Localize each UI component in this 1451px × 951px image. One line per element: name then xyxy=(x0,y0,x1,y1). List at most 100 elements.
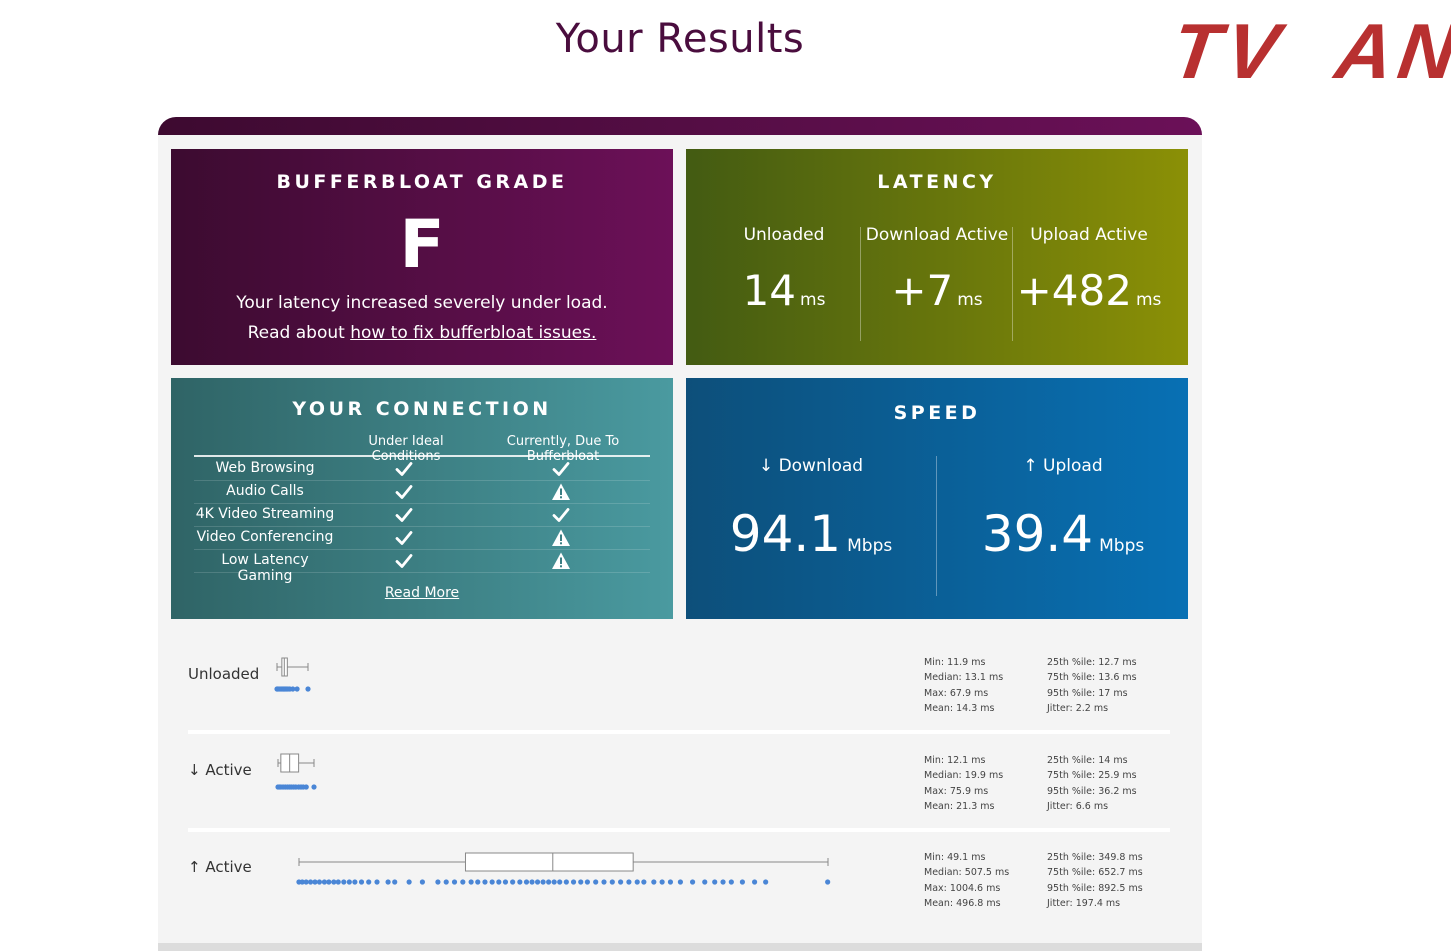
latency-sample-point xyxy=(290,686,296,692)
latency-sample-point xyxy=(443,879,449,885)
download-unit: Mbps xyxy=(847,536,893,556)
latency-sample-point xyxy=(563,879,569,885)
latency-upload-label: Upload Active xyxy=(1030,225,1148,245)
panel-bottom-bar xyxy=(158,943,1202,951)
connection-use-case: Video Conferencing xyxy=(196,529,334,545)
latency-sample-point xyxy=(634,879,640,885)
stat-jitter: Jitter: 2.2 ms xyxy=(1047,702,1109,714)
check-icon xyxy=(394,551,414,571)
stat-median: Median: 507.5 ms xyxy=(924,867,1010,879)
latency-download-active: Download Active +7 ms xyxy=(861,225,1013,341)
latency-sample-point xyxy=(346,879,352,885)
connection-header-rule xyxy=(194,455,650,457)
fix-bufferbloat-link[interactable]: how to fix bufferbloat issues. xyxy=(350,323,597,343)
latency-sample-point xyxy=(601,879,607,885)
latency-sample-point xyxy=(496,879,502,885)
latency-sample-point xyxy=(551,879,557,885)
latency-sample-point xyxy=(451,879,458,885)
latency-sample-point xyxy=(303,879,309,885)
warning-icon xyxy=(551,551,571,571)
latency-sample-point xyxy=(593,879,599,885)
latency-sample-point xyxy=(305,686,311,692)
latency-sample-point xyxy=(534,879,541,885)
latency-card: LATENCY Unloaded 14 ms Download Active +7… xyxy=(686,149,1188,365)
latency-divider xyxy=(1012,227,1013,341)
latency-sample-point xyxy=(358,879,365,885)
latency-sample-point xyxy=(326,879,332,885)
grade-read-about: Read about how to fix bufferbloat issues… xyxy=(171,323,673,343)
latency-sample-point xyxy=(609,879,615,885)
stat-p25: 25th %ile: 12.7 ms xyxy=(1047,657,1137,668)
speed-title: SPEED xyxy=(893,402,981,424)
connection-use-case: Web Browsing xyxy=(215,460,315,476)
upload-unit: Mbps xyxy=(1099,536,1145,556)
latency-sample-point xyxy=(303,784,309,790)
latency-sample-point xyxy=(502,879,509,885)
latency-sample-point xyxy=(570,879,577,885)
connection-row: Video Conferencing xyxy=(194,527,650,550)
latency-sample-point xyxy=(618,879,624,885)
latency-sample-point xyxy=(299,879,305,885)
stat-jitter: Jitter: 6.6 ms xyxy=(1047,800,1109,812)
panel-top-bar xyxy=(158,117,1202,135)
iqr-box xyxy=(464,852,634,872)
latency-upload-unit: ms xyxy=(1135,290,1162,310)
download-label: ↓ Download xyxy=(758,456,864,476)
stat-max: Max: 67.9 ms xyxy=(924,687,989,699)
latency-sample-point xyxy=(316,879,323,885)
latency-sample-point xyxy=(392,879,398,885)
connection-row: Web Browsing xyxy=(194,458,650,481)
stat-p75: 75th %ile: 25.9 ms xyxy=(1047,770,1137,782)
latency-sample-point xyxy=(720,879,726,885)
stat-p75: 75th %ile: 13.6 ms xyxy=(1047,672,1137,684)
latency-sample-point xyxy=(523,879,530,885)
latency-sample-point xyxy=(331,879,337,885)
check-icon xyxy=(394,528,414,548)
latency-sample-point xyxy=(702,879,708,885)
latency-sample-point xyxy=(626,879,632,885)
latency-sample-point xyxy=(352,879,358,885)
upload-active-latency-boxplot xyxy=(296,852,831,885)
stat-p95: 95th %ile: 36.2 ms xyxy=(1047,785,1137,797)
stats-unloaded-right: 25th %ile: 12.7 ms 75th %ile: 13.6 ms 95… xyxy=(1047,655,1137,716)
stats-upload-right: 25th %ile: 349.8 ms 75th %ile: 652.7 ms … xyxy=(1047,850,1143,911)
stats-row-unloaded: Unloaded Min: 11.9 ms Median: 13.1 ms Ma… xyxy=(188,647,1170,743)
speed-card: SPEED ↓ Download 94.1 Mbps ↑ Upload 39.4 M… xyxy=(686,378,1188,619)
read-more-link[interactable]: Read More xyxy=(384,585,460,601)
grade-letter: F xyxy=(399,206,445,283)
stats-divider xyxy=(188,828,1170,832)
warning-icon xyxy=(551,528,571,548)
latency-unloaded: Unloaded 14 ms xyxy=(708,225,860,341)
check-icon xyxy=(394,505,414,525)
stat-max: Max: 1004.6 ms xyxy=(924,882,1001,894)
latency-upload-active: Upload Active +482 ms xyxy=(1013,225,1165,341)
results-panel: BUFFERBLOAT GRADE F Your latency increas… xyxy=(158,117,1202,951)
latency-sample-point xyxy=(482,879,488,885)
latency-sample-point xyxy=(578,879,584,885)
latency-download-unit: ms xyxy=(957,290,983,310)
unloaded-latency-boxplot xyxy=(274,657,311,692)
upload-label: ↑ Upload xyxy=(1023,456,1103,476)
latency-sample-point xyxy=(712,879,718,885)
stat-mean: Mean: 496.8 ms xyxy=(924,897,1001,909)
stats-upload-left: Min: 49.1 ms Median: 507.5 ms Max: 1004.… xyxy=(924,850,1009,911)
latency-sample-point xyxy=(546,879,552,885)
latency-sample-point xyxy=(728,879,734,885)
watermark-logo: TV AN xyxy=(1166,7,1451,95)
latency-sample-point xyxy=(406,879,412,885)
stat-p75: 75th %ile: 652.7 ms xyxy=(1047,867,1143,879)
latency-sample-point xyxy=(677,879,684,885)
latency-sample-point xyxy=(468,879,474,885)
warning-icon xyxy=(551,482,571,502)
latency-upload-value: +482 xyxy=(1016,266,1132,315)
latency-sample-point xyxy=(557,879,563,885)
latency-sample-point xyxy=(374,879,380,885)
latency-sample-point xyxy=(366,879,372,885)
grade-read-prefix: Read about xyxy=(247,323,351,343)
stat-min: Min: 12.1 ms xyxy=(924,755,986,766)
check-icon xyxy=(551,459,571,479)
latency-sample-point xyxy=(419,879,426,885)
stats-unloaded-left: Min: 11.9 ms Median: 13.1 ms Max: 67.9 m… xyxy=(924,655,1003,716)
check-icon xyxy=(551,505,571,525)
latency-sample-point xyxy=(751,879,758,885)
